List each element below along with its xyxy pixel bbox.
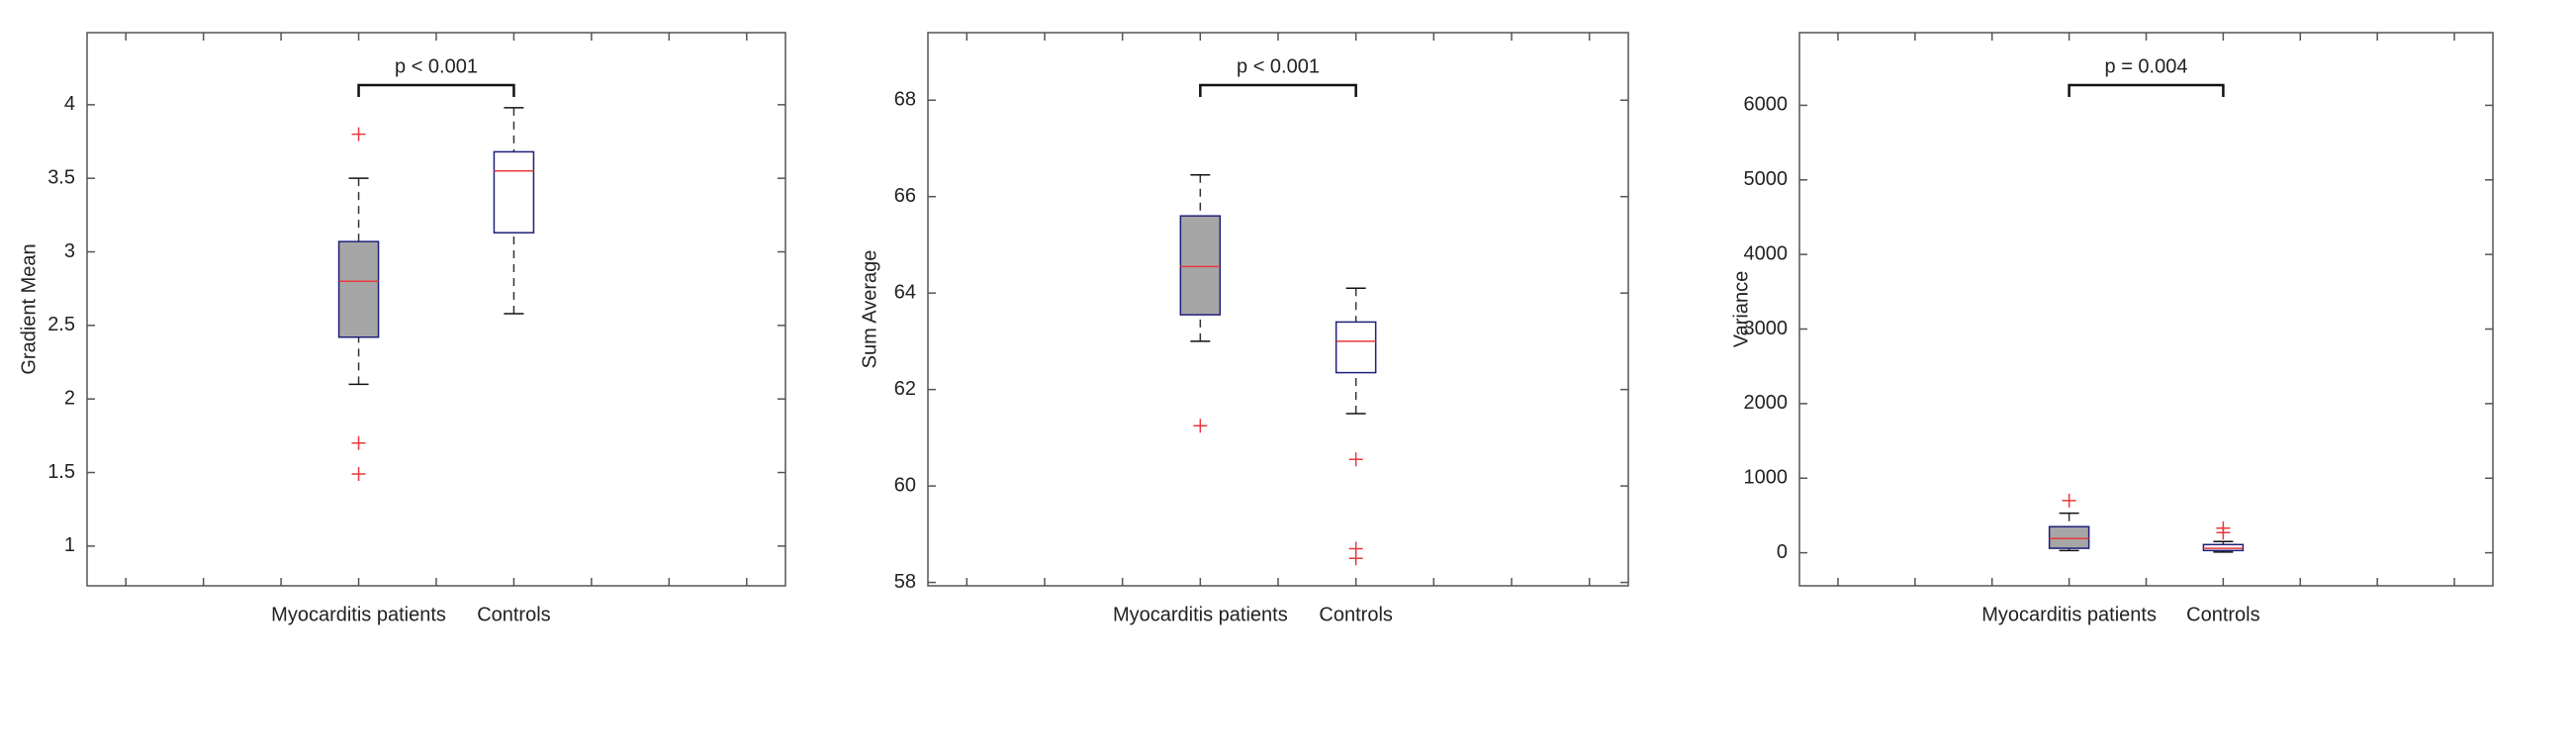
y-tick-label: 1.5	[47, 461, 75, 483]
y-tick-label: 2000	[1744, 392, 1789, 414]
outlier	[1193, 419, 1208, 433]
y-axis-label: Sum Average	[859, 250, 880, 369]
y-tick-label: 0	[1777, 541, 1788, 563]
box	[2202, 543, 2245, 552]
y-tick-label: 3000	[1744, 318, 1789, 339]
outlier	[2062, 493, 2076, 508]
y-tick-label: 4	[64, 93, 75, 115]
outlier	[351, 467, 366, 482]
y-axis-label: Variance	[1730, 271, 1752, 347]
y-tick-label: 4000	[1744, 242, 1789, 264]
outlier	[351, 127, 366, 142]
annotation: p < 0.001	[1237, 55, 1320, 77]
y-tick-label: 2.5	[47, 314, 75, 335]
y-tick-label: 68	[894, 89, 916, 111]
y-tick-label: 3.5	[47, 166, 75, 188]
significance-bracket	[1199, 83, 1357, 97]
annotation: p < 0.001	[395, 55, 478, 77]
y-tick-label: 62	[894, 378, 916, 400]
box	[337, 240, 380, 338]
box	[1179, 215, 1222, 316]
x-tick-label: Myocarditis patients	[1113, 604, 1288, 625]
axes-frame	[1798, 32, 2494, 587]
y-tick-label: 60	[894, 474, 916, 496]
x-tick-label: Controls	[2186, 604, 2259, 625]
box	[493, 150, 535, 234]
x-tick-label: Myocarditis patients	[1981, 604, 2157, 625]
y-tick-label: 5000	[1744, 168, 1789, 190]
x-tick-label: Myocarditis patients	[271, 604, 446, 625]
significance-bracket	[357, 83, 515, 97]
y-tick-label: 2	[64, 387, 75, 409]
outlier	[2216, 525, 2231, 540]
y-tick-label: 64	[894, 281, 916, 303]
axes-frame	[86, 32, 786, 587]
outlier	[351, 435, 366, 450]
y-tick-label: 3	[64, 240, 75, 262]
axes-frame	[927, 32, 1629, 587]
y-tick-label: 6000	[1744, 94, 1789, 116]
outlier	[1348, 452, 1363, 467]
y-tick-label: 66	[894, 185, 916, 207]
box	[2048, 525, 2090, 549]
y-tick-label: 58	[894, 571, 916, 593]
y-tick-label: 1	[64, 534, 75, 556]
annotation: p = 0.004	[2105, 55, 2188, 77]
outlier	[1348, 541, 1363, 556]
box	[1334, 321, 1377, 374]
y-axis-label: Gradient Mean	[18, 243, 40, 374]
x-tick-label: Controls	[1319, 604, 1392, 625]
y-tick-label: 1000	[1744, 467, 1789, 489]
significance-bracket	[2068, 83, 2225, 97]
x-tick-label: Controls	[477, 604, 550, 625]
